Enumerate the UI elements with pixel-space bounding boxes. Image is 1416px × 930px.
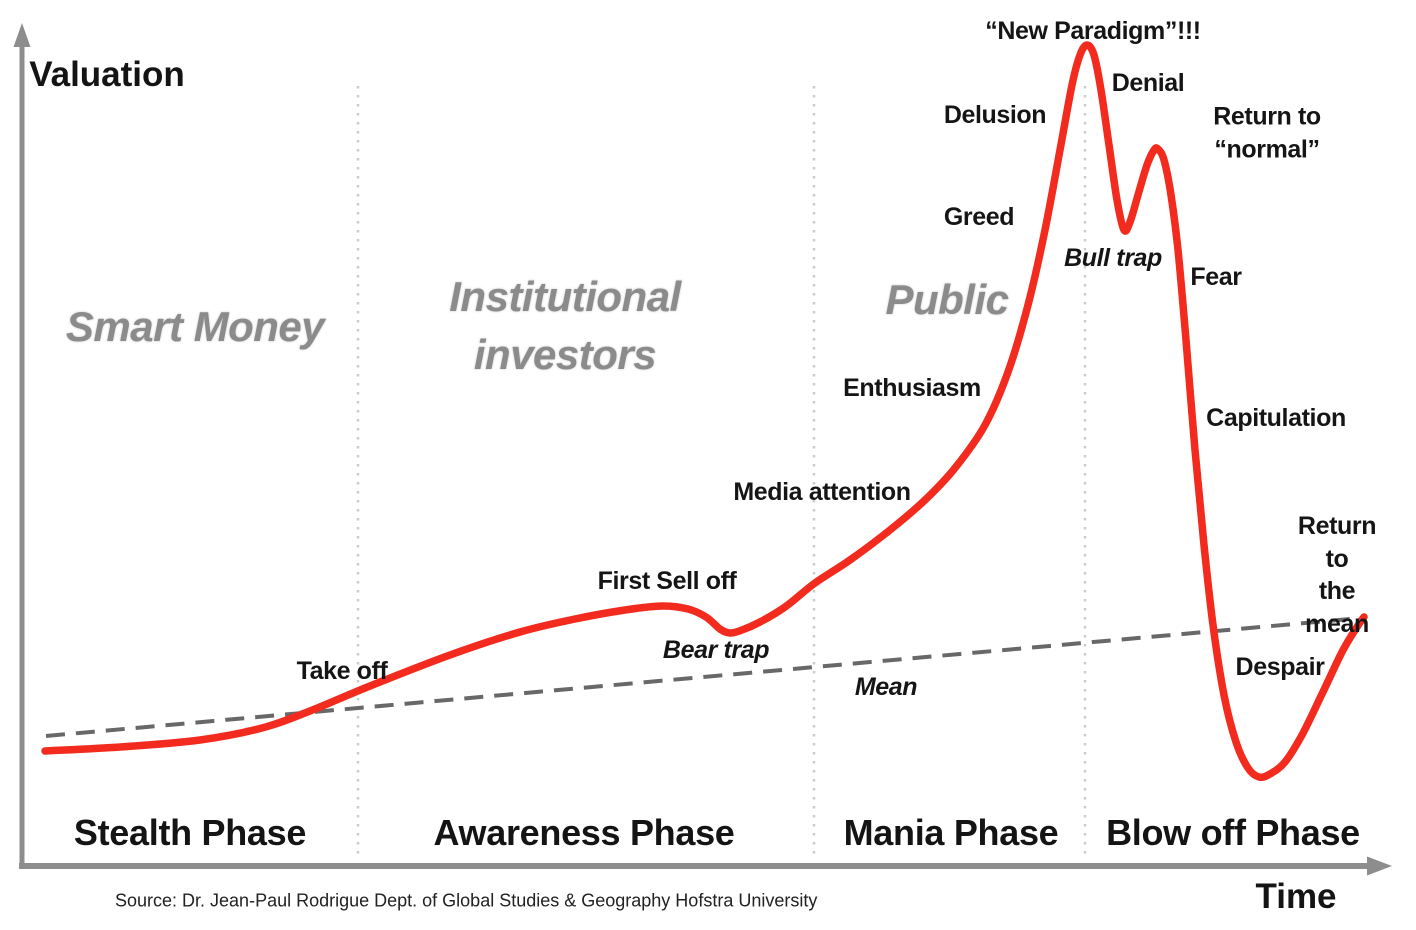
annotation-greed: Greed [943, 202, 1015, 231]
annotation-fear: Fear [1190, 262, 1242, 291]
annotation-bull-trap: Bull trap [1064, 243, 1162, 272]
annotation-denial: Denial [1111, 68, 1185, 97]
annotation-media-attention: Media attention [733, 477, 911, 506]
annotation-delusion: Delusion [943, 100, 1047, 129]
annotation-capitulation: Capitulation [1206, 403, 1346, 432]
phase-label-stealth-phase: Stealth Phase [73, 812, 307, 853]
source-attribution: Source: Dr. Jean-Paul Rodrigue Dept. of … [115, 890, 818, 911]
group-label-institutional-investors: Institutional investors [449, 273, 681, 378]
valuation-curve [41, 41, 1368, 782]
mean-dashed-line [45, 616, 1362, 738]
x-axis-label: Time [1255, 877, 1337, 916]
y-axis-label: Valuation [29, 55, 185, 94]
annotation-enthusiasm: Enthusiasm [843, 373, 981, 402]
phase-label-awareness-phase: Awareness Phase [433, 812, 735, 853]
annotation-return-to-the-mean: Return to the mean [1297, 512, 1377, 638]
phase-label-blow-off-phase: Blow off Phase [1106, 812, 1360, 853]
y-axis-arrow-icon [13, 23, 31, 47]
annotation-despair: Despair [1235, 652, 1325, 681]
phase-label-mania-phase: Mania Phase [843, 812, 1059, 853]
group-label-public: Public [885, 276, 1009, 324]
annotation-mean: Mean [854, 672, 918, 701]
annotation-take-off: Take off [296, 656, 388, 685]
annotation-return-to-normal: Return to “normal” [1213, 102, 1321, 164]
x-axis-arrow-icon [1367, 856, 1392, 876]
annotation-new-paradigm: “New Paradigm”!!! [985, 16, 1201, 45]
annotation-first-sell-off: First Sell off [597, 566, 737, 595]
annotation-bear-trap: Bear trap [662, 635, 770, 664]
group-label-smart-money: Smart Money [65, 303, 325, 351]
